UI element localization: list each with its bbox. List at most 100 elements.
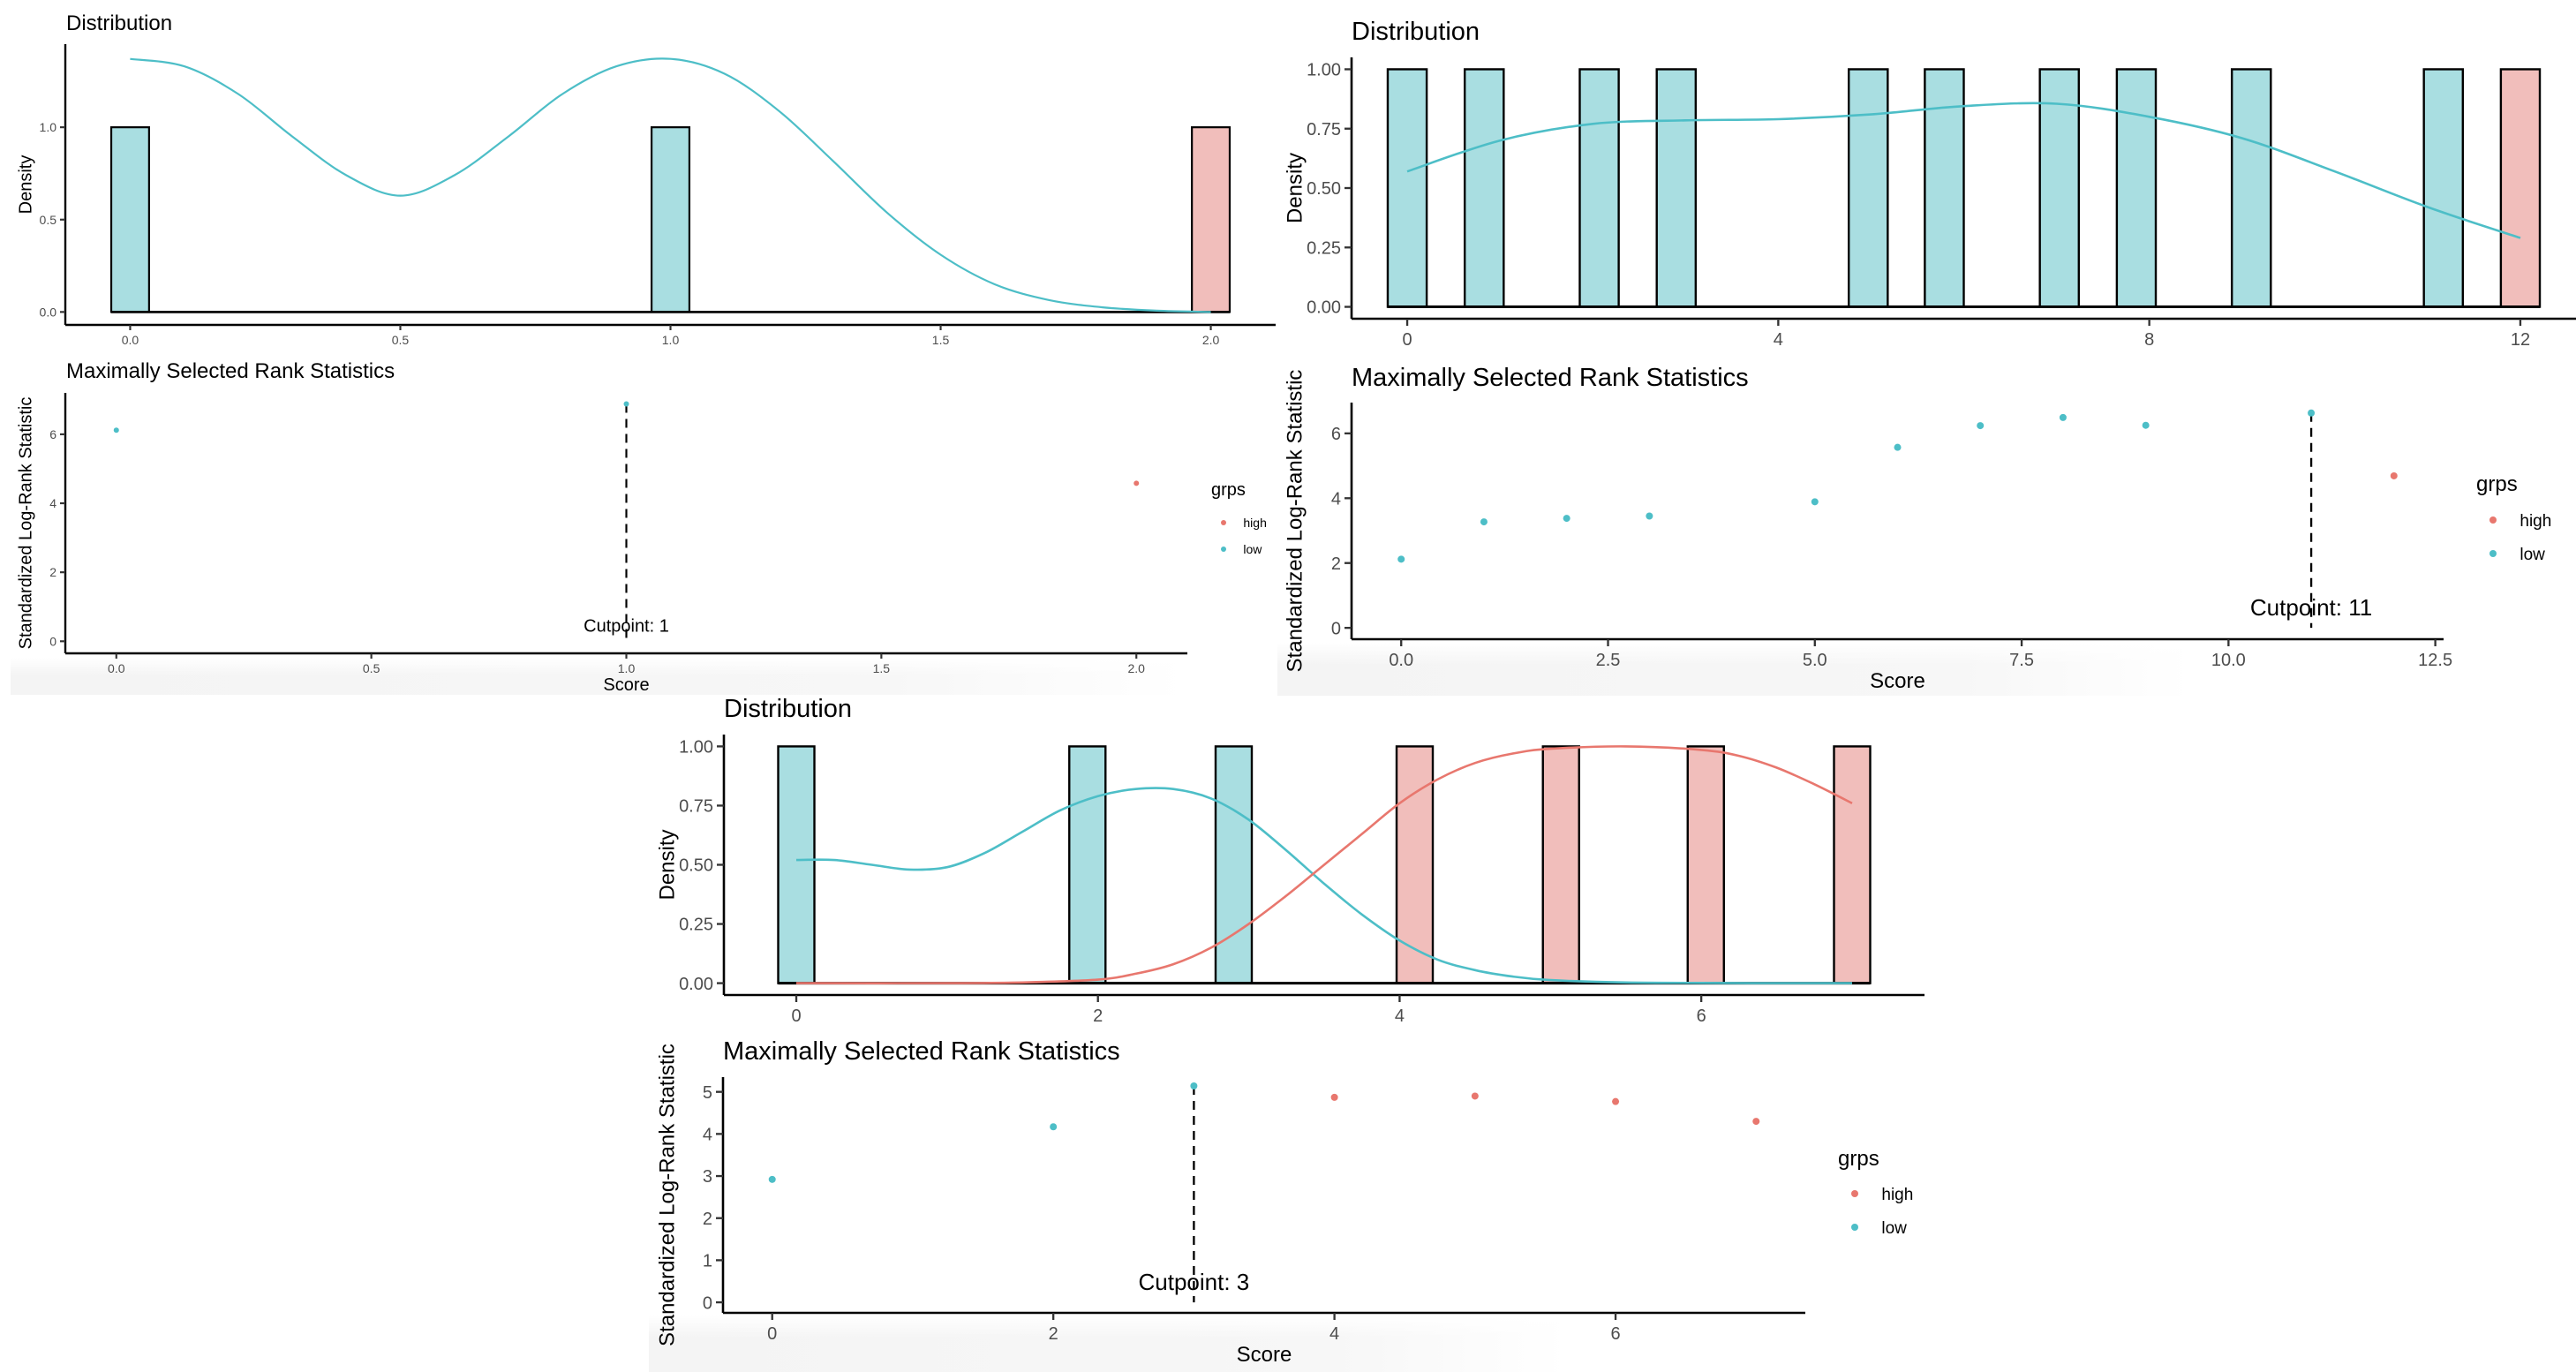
- panel-top-right-rank-statistics: Maximally Selected Rank Statistics 0.0 2.5…: [1283, 364, 2551, 693]
- bar-low-6: [2038, 68, 2080, 308]
- bar-low-1: [1463, 68, 1505, 308]
- bar-low-0: [777, 745, 816, 984]
- bar-high-2: [1191, 126, 1232, 313]
- bar-low-5: [1924, 68, 1965, 308]
- chart-title: Maximally Selected Rank Statistics: [66, 359, 395, 383]
- point-low: [1397, 555, 1405, 563]
- x-tick-label: 0.0: [108, 661, 125, 675]
- band-tl-fade: [11, 658, 1185, 675]
- legend-title: grps: [1211, 480, 1246, 500]
- panel-bottom-rank-statistics: Maximally Selected Rank Statistics 0 2 4 6 0 1…: [655, 1037, 1913, 1367]
- point-low: [2308, 409, 2316, 417]
- point-low: [113, 427, 119, 433]
- legend-key-low: [1851, 1224, 1858, 1231]
- y-tick-label: 1: [703, 1252, 712, 1271]
- band-b-fade: [649, 1315, 1567, 1338]
- point-high: [1330, 1093, 1338, 1101]
- y-axis-label: Standardized Log-Rank Statistic: [655, 1044, 679, 1346]
- y-axis-label: Density: [16, 155, 35, 215]
- x-tick-label: 0.5: [363, 661, 380, 675]
- density-curve-high: [795, 745, 1853, 984]
- chart-title: Distribution: [724, 695, 852, 723]
- y-tick-label: 0.50: [1307, 179, 1341, 199]
- point-low: [1563, 515, 1570, 523]
- bar-low-7: [2115, 68, 2158, 308]
- background-bands: [11, 643, 2191, 1372]
- x-tick-label: 6: [1610, 1324, 1620, 1344]
- bar-high-10: [2499, 68, 2542, 308]
- density-curve-low: [1406, 102, 2521, 239]
- x-tick-label: 4: [1395, 1006, 1405, 1026]
- x-axis-label: Score: [1237, 1343, 1292, 1367]
- panel-top-left-rank-statistics: Maximally Selected Rank Statistics 0.0 0.5…: [16, 359, 1267, 695]
- x-tick-label: 0.0: [122, 333, 139, 347]
- scatter-points: [768, 1082, 1760, 1183]
- bar-low-0: [109, 126, 150, 313]
- y-tick-label: 0.75: [679, 797, 713, 817]
- chart-title: Maximally Selected Rank Statistics: [723, 1037, 1120, 1066]
- y-tick-label: 2: [1331, 554, 1341, 574]
- legend-label-high: high: [1881, 1186, 1913, 1204]
- bar-low-1: [650, 126, 691, 313]
- legend-label-high: high: [2520, 512, 2551, 531]
- y-tick-label: 5: [703, 1083, 712, 1103]
- y-tick-label: 0.00: [1307, 298, 1341, 318]
- bar-high-6: [1833, 745, 1872, 984]
- cutpoint-label: Cutpoint: 1: [584, 616, 669, 636]
- bar-low-9: [2422, 68, 2465, 308]
- band-tr-fade: [1277, 643, 2191, 665]
- x-tick-label: 6: [1697, 1006, 1706, 1026]
- bar-high-4: [1541, 745, 1580, 984]
- point-low: [1190, 1082, 1198, 1090]
- y-tick-label: 3: [703, 1167, 712, 1187]
- x-axis-label: Score: [1870, 669, 1925, 693]
- y-tick-label: 2: [703, 1210, 712, 1229]
- density-curve-low: [795, 787, 1852, 984]
- point-low: [2059, 413, 2067, 421]
- point-high: [1471, 1092, 1479, 1100]
- panel-top-left-distribution: Distribution 0.0 0.5 1.0 1.5 2.0 0.0 0.5 1.0 Dens…: [16, 11, 1276, 347]
- y-axis-label: Density: [1283, 153, 1307, 223]
- bar-high-5: [1686, 745, 1725, 984]
- y-tick-label: 6: [1331, 425, 1341, 444]
- cutpoint-label: Cutpoint: 3: [1139, 1269, 1250, 1295]
- y-tick-label: 4: [49, 496, 56, 510]
- legend-title: grps: [1838, 1147, 1879, 1171]
- x-tick-label: 1.5: [873, 661, 891, 675]
- point-low: [1811, 498, 1819, 506]
- y-tick-label: 1.00: [1307, 61, 1341, 80]
- point-low: [1050, 1123, 1058, 1131]
- panel-top-right-distribution: Distribution 0 4 8 12 0.00 0.25 0.50 0.75 1.00 Den…: [1283, 18, 2576, 350]
- legend-key-high: [2489, 516, 2497, 524]
- histogram-bars: [777, 745, 1872, 985]
- x-tick-label: 8: [2144, 330, 2154, 350]
- y-tick-label: 1.0: [40, 120, 57, 134]
- histogram-bars: [1386, 68, 2542, 309]
- x-tick-label: 2.0: [1202, 333, 1220, 347]
- legend-key-high: [1221, 520, 1226, 525]
- x-tick-label: 7.5: [2009, 651, 2034, 670]
- x-tick-label: 2.0: [1127, 661, 1145, 675]
- y-tick-label: 0.25: [1307, 238, 1341, 258]
- legend-label-high: high: [1243, 516, 1266, 530]
- y-tick-label: 1.00: [679, 738, 713, 758]
- bar-low-2: [1578, 68, 1620, 308]
- x-tick-label: 5.0: [1803, 651, 1827, 670]
- legend-title: grps: [2476, 472, 2518, 496]
- y-axis-label: Density: [655, 829, 679, 900]
- x-tick-label: 0: [791, 1006, 801, 1026]
- y-tick-label: 0.00: [679, 975, 713, 994]
- bar-low-1: [1068, 745, 1107, 984]
- y-tick-label: 0.0: [40, 305, 57, 319]
- chart-title: Distribution: [1352, 18, 1480, 46]
- x-tick-label: 12.5: [2418, 651, 2452, 670]
- legend-label-low: low: [1881, 1219, 1907, 1238]
- chart-title: Distribution: [66, 11, 172, 35]
- legend-key-low: [1221, 547, 1226, 552]
- panel-bottom-distribution: Distribution 0 2 4 6 0.00 0.25 0.50 0.75 1.00 Dens…: [655, 695, 1924, 1026]
- x-tick-label: 4: [1774, 330, 1783, 350]
- point-low: [623, 401, 629, 407]
- x-tick-label: 1.0: [662, 333, 680, 347]
